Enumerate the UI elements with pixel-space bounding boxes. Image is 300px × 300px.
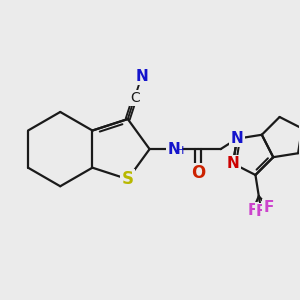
Text: S: S — [122, 170, 134, 188]
Text: N: N — [227, 156, 239, 171]
Text: N: N — [168, 142, 180, 157]
Text: F: F — [248, 203, 258, 218]
Text: F: F — [264, 200, 274, 215]
Text: N: N — [231, 131, 243, 146]
Text: H: H — [176, 146, 185, 157]
Text: N: N — [135, 69, 148, 84]
Text: C: C — [130, 91, 140, 105]
Text: F: F — [256, 204, 266, 219]
Text: O: O — [191, 164, 206, 182]
